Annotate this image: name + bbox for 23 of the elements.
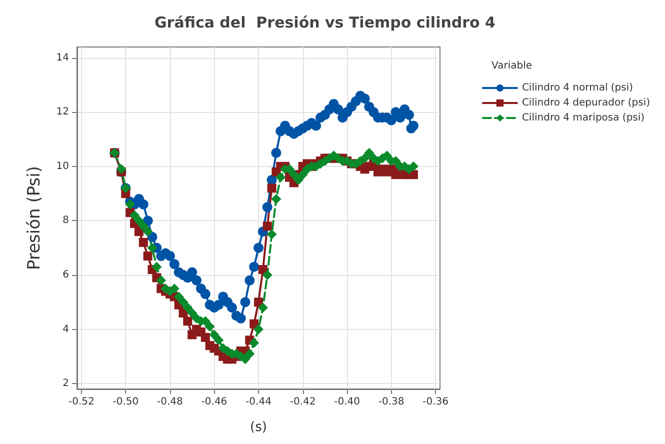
x-tick-label: -0.46 [201,396,228,408]
x-tick-label: -0.52 [68,396,94,408]
y-tick-label: 10 [56,160,69,172]
legend-label: Cilindro 4 mariposa (psi) [522,112,645,124]
y-tick-label: 8 [62,215,69,226]
y-axis-title: Presión (Psi) [24,166,44,270]
x-tick-label: -0.42 [290,396,316,408]
chart-title: Gráfica del Presión vs Tiempo cilindro 4 [154,14,496,32]
legend-label: Cilindro 4 depurador (psi) [522,98,650,108]
x-tick-label: -0.40 [334,396,360,408]
x-tick-label: -0.44 [246,396,272,408]
y-tick-label: 4 [62,324,69,335]
y-tick-label: 2 [62,378,69,390]
x-tick-label: -0.50 [112,396,139,408]
legend-label: Cilindro 4 normal (psi) [522,82,634,94]
y-tick-label: 12 [56,106,69,118]
y-tick-label: 6 [62,270,69,280]
legend-title: Variable [492,60,532,72]
x-axis-title: (s) [250,420,267,435]
x-tick-label: -0.36 [422,396,449,408]
x-tick-label: -0.38 [378,396,404,408]
x-tick-label: -0.48 [157,396,183,408]
y-tick-label: 14 [56,52,69,64]
